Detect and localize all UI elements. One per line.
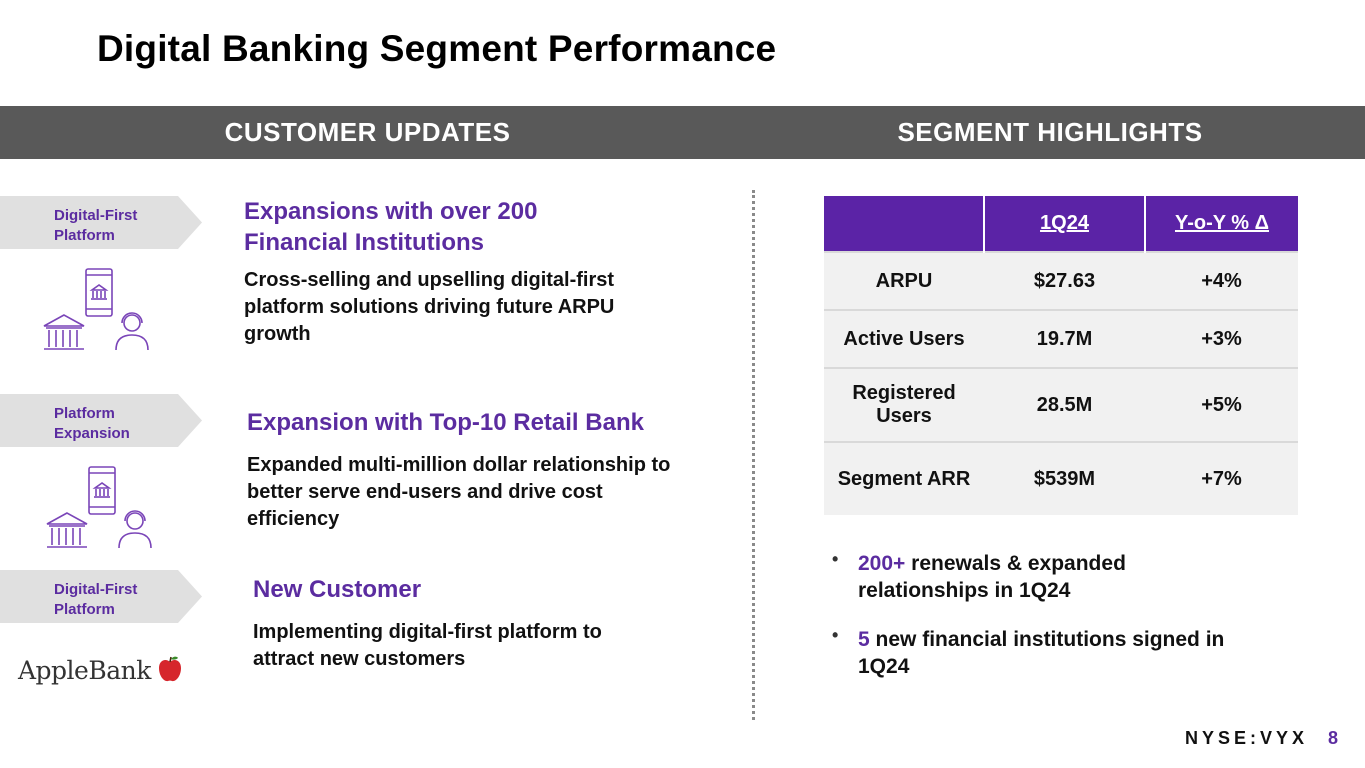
apple-icon xyxy=(159,656,182,682)
tag-platform-expansion: Platform Expansion xyxy=(0,394,202,447)
value-cell: $539M xyxy=(984,441,1145,515)
tag-digital-first-platform: Digital-First Platform xyxy=(0,196,202,249)
ticker-symbol: NYSE:VYX xyxy=(1185,728,1309,748)
metric-cell: Registered Users xyxy=(824,367,984,442)
table-row: ARPU $27.63 +4% xyxy=(824,251,1298,310)
bullet-text: relationships in 1Q24 xyxy=(858,579,1071,602)
support-agent-icon xyxy=(118,510,152,549)
page-title: Digital Banking Segment Performance xyxy=(97,28,777,69)
bullet-dot: • xyxy=(832,549,839,569)
update-heading: Expansions with over 200 Financial Instit… xyxy=(244,198,538,256)
update-description: Expanded multi-million dollar relationsh… xyxy=(247,454,671,530)
table-row: Active Users 19.7M +3% xyxy=(824,309,1298,368)
table-row: Segment ARR $539M +7% xyxy=(824,441,1298,515)
value-cell: 19.7M xyxy=(984,309,1145,368)
header-cell-yoy: Y-o-Y % Δ xyxy=(1145,196,1298,252)
logo-text: AppleBank xyxy=(18,656,151,685)
bullet-highlight: 5 xyxy=(858,628,870,651)
tag-label: Digital-First Platform xyxy=(54,207,138,244)
update-heading: Expansion with Top-10 Retail Bank xyxy=(247,409,644,436)
phone-bank-icon xyxy=(88,466,116,515)
apple-bank-logo: AppleBank xyxy=(18,655,183,689)
bank-building-icon xyxy=(43,314,85,350)
update-description: Implementing digital-first platform to at… xyxy=(253,621,602,670)
metric-cell: Segment ARR xyxy=(824,441,984,515)
metric-cell: Active Users xyxy=(824,309,984,368)
value-cell: $27.63 xyxy=(984,251,1145,310)
header-cell-period: 1Q24 xyxy=(984,196,1146,252)
column-divider xyxy=(752,190,755,720)
customer-updates-header: CUSTOMER UPDATES xyxy=(224,117,511,147)
bullet-text: renewals & expanded xyxy=(905,552,1126,575)
support-agent-icon xyxy=(115,312,149,351)
update-description: Cross-selling and upselling digital-firs… xyxy=(244,269,615,345)
bank-icons-group xyxy=(40,266,155,359)
phone-bank-icon xyxy=(85,268,113,317)
table-row: Registered Users 28.5M +5% xyxy=(824,367,1298,442)
bullet-text: 1Q24 xyxy=(858,655,910,678)
bullet-item: • 5 new financial institutions signed in… xyxy=(832,625,1252,680)
tag-label: Platform Expansion xyxy=(54,405,130,442)
segment-highlights-header: SEGMENT HIGHLIGHTS xyxy=(897,117,1203,147)
change-cell: +3% xyxy=(1145,309,1298,368)
change-cell: +4% xyxy=(1145,251,1298,310)
value-cell: 28.5M xyxy=(984,367,1145,442)
page-number: 8 xyxy=(1328,728,1339,748)
metric-cell: ARPU xyxy=(824,251,984,310)
change-cell: +7% xyxy=(1145,441,1298,515)
change-cell: +5% xyxy=(1145,367,1298,442)
update-heading: New Customer xyxy=(253,576,422,603)
section-header-band: CUSTOMER UPDATES SEGMENT HIGHLIGHTS xyxy=(0,106,1365,159)
segment-highlights-table: 1Q24 Y-o-Y % Δ ARPU $27.63 +4% Active Us… xyxy=(824,196,1298,515)
header-cell-blank xyxy=(824,196,985,252)
tag-digital-first-platform: Digital-First Platform xyxy=(0,570,202,623)
highlights-bullet-list: • 200+ renewals & expanded relationships … xyxy=(832,549,1252,702)
bullet-item: • 200+ renewals & expanded relationships … xyxy=(832,549,1252,604)
bank-icons-group xyxy=(43,464,158,557)
tag-label: Digital-First Platform xyxy=(54,581,138,618)
tag-arrow-shape xyxy=(0,196,202,249)
tag-arrow-shape xyxy=(0,570,202,623)
bullet-highlight: 200+ xyxy=(858,552,906,575)
bullet-dot: • xyxy=(832,625,839,645)
tag-arrow-shape xyxy=(0,394,202,447)
bank-building-icon xyxy=(46,512,88,548)
table-header-row: 1Q24 Y-o-Y % Δ xyxy=(824,196,1298,252)
bullet-text: new financial institutions signed in xyxy=(869,628,1225,651)
